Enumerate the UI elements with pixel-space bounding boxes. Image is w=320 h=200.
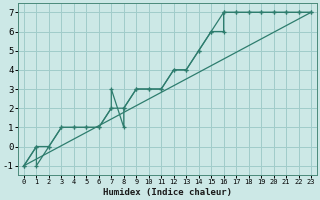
X-axis label: Humidex (Indice chaleur): Humidex (Indice chaleur) <box>103 188 232 197</box>
